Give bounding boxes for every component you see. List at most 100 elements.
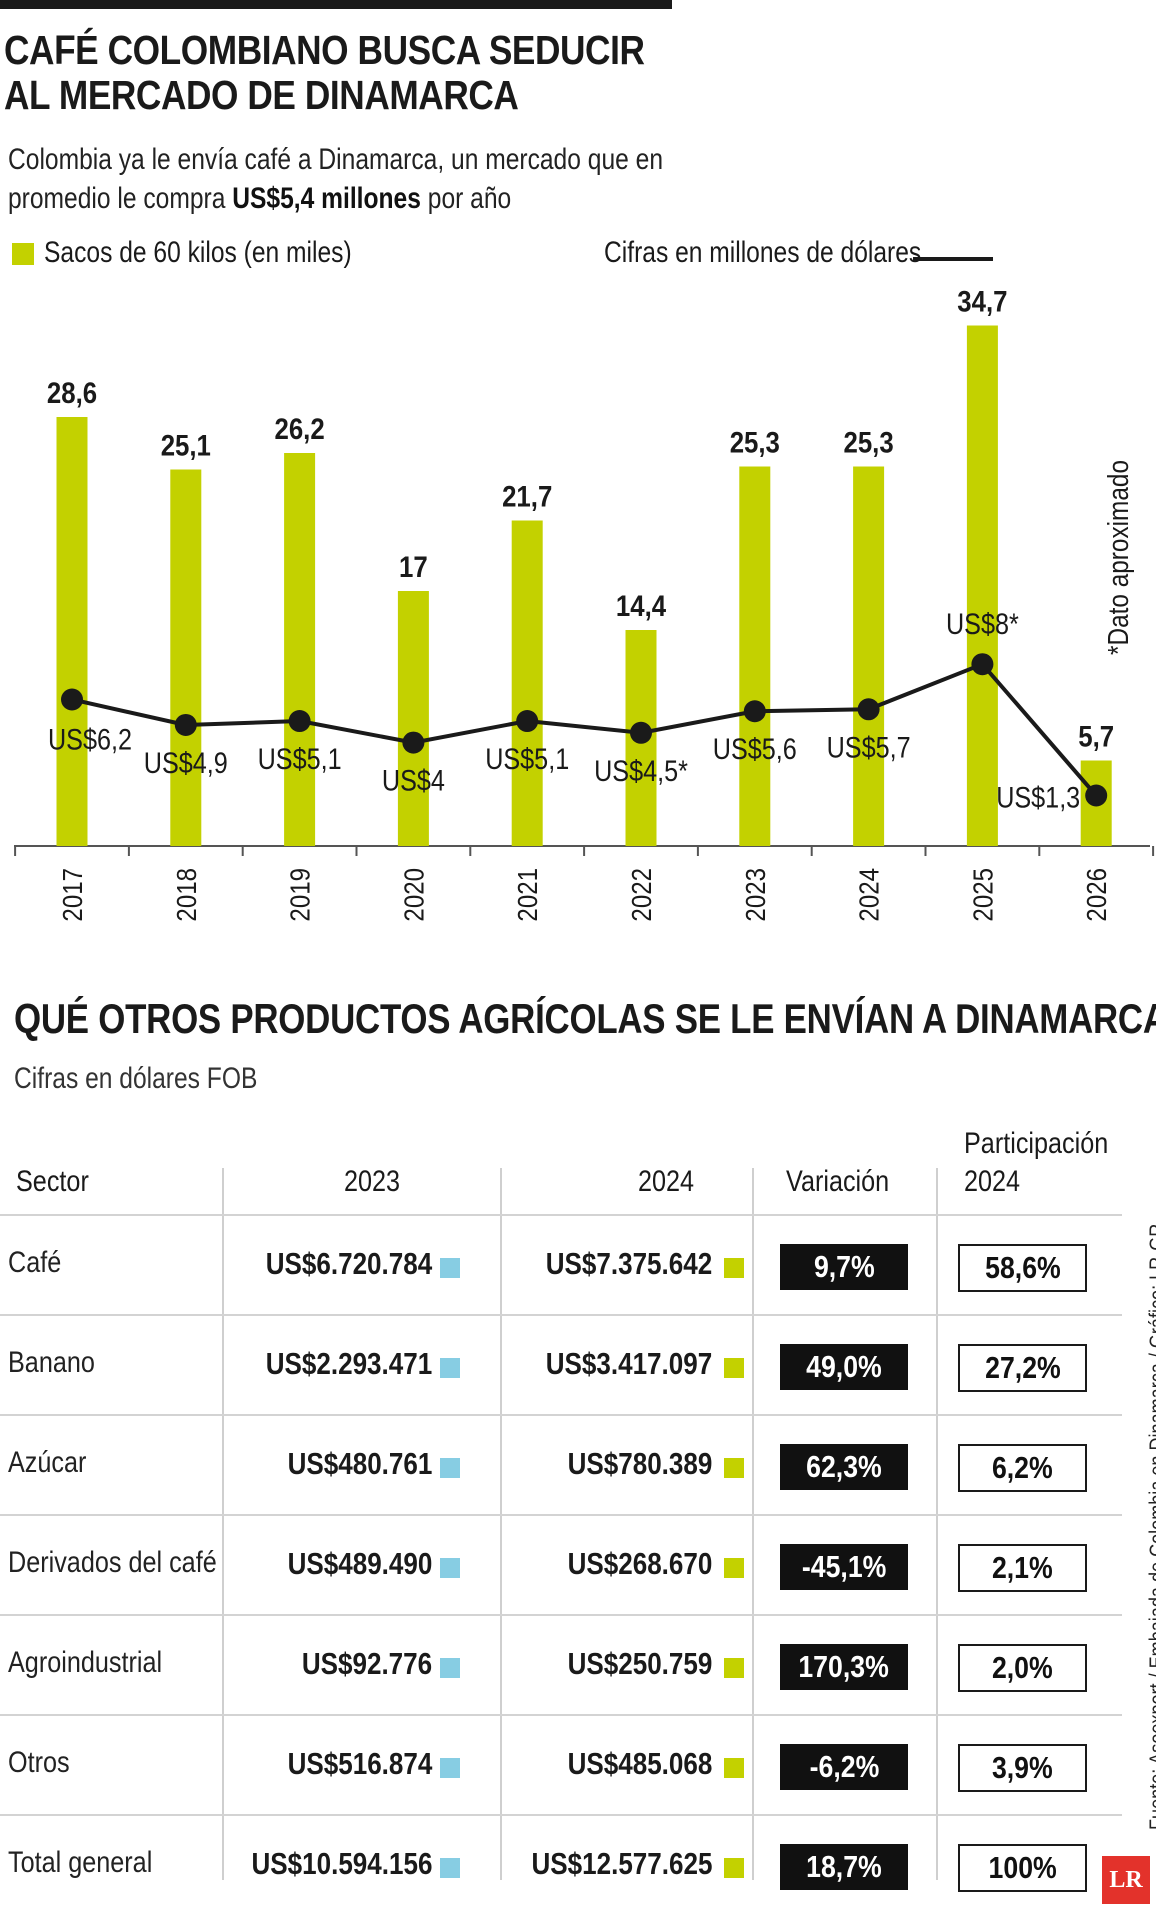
x-tick-label: 2024 (853, 868, 885, 922)
swatch-2024 (724, 1558, 744, 1578)
sector-cell: Azúcar (8, 1446, 87, 1479)
variation-badge: -6,2% (780, 1744, 908, 1790)
participation-badge: 27,2% (958, 1344, 1087, 1392)
value-2024-cell: US$12.577.625 (531, 1846, 712, 1881)
legend-bar-swatch (12, 243, 34, 265)
swatch-2023 (440, 1458, 460, 1478)
line-point-2021 (516, 710, 539, 733)
swatch-2023 (440, 1358, 460, 1378)
swatch-2023 (440, 1258, 460, 1278)
column-divider (222, 1168, 224, 1880)
line-value-label: US$1,3 (996, 780, 1080, 814)
line-point-2020 (402, 731, 425, 754)
table-row: Total general US$10.594.156 US$12.577.62… (0, 1818, 1122, 1918)
line-value-label: US$5,1 (485, 742, 569, 776)
value-2023-cell: US$6.720.784 (265, 1246, 432, 1281)
swatch-2023 (440, 1658, 460, 1678)
header-participacion: Participación (964, 1127, 1109, 1160)
lr-logo: LR (1102, 1856, 1150, 1904)
header-2024: 2024 (638, 1165, 695, 1198)
value-2024-cell: US$780.389 (567, 1446, 712, 1481)
variation-badge: 18,7% (780, 1844, 908, 1890)
swatch-2024 (724, 1358, 744, 1378)
line-value-label: US$6,2 (48, 722, 132, 756)
column-divider (936, 1168, 938, 1880)
bar-value-label: 5,7 (1078, 720, 1114, 753)
value-2023-cell: US$2.293.471 (265, 1346, 432, 1381)
participation-badge: 2,0% (958, 1644, 1087, 1692)
line-value-label: US$5,6 (713, 732, 797, 766)
sector-cell: Banano (8, 1346, 95, 1379)
bar-2025 (966, 325, 998, 846)
participation-badge: 100% (958, 1844, 1087, 1892)
bar-2019 (284, 453, 316, 846)
column-divider (752, 1168, 754, 1880)
bar-2020 (397, 591, 429, 846)
line-value-label: US$5,7 (827, 730, 911, 764)
page-subtitle: Colombia ya le envía café a Dinamarca, u… (8, 143, 664, 215)
variation-badge: 49,0% (780, 1344, 908, 1390)
row-divider (0, 1514, 1122, 1516)
value-2024-cell: US$3.417.097 (545, 1346, 712, 1381)
swatch-2024 (724, 1458, 744, 1478)
swatch-2023 (440, 1858, 460, 1878)
bar-value-label: 25,1 (161, 429, 211, 462)
top-rule (0, 0, 672, 9)
header-sector: Sector (16, 1165, 89, 1198)
value-2023-cell: US$92.776 (301, 1646, 432, 1681)
x-tick-label: 2017 (56, 868, 88, 922)
table-row: Derivados del café US$489.490 US$268.670… (0, 1518, 1122, 1618)
line-point-2019 (288, 710, 311, 733)
line-point-2024 (857, 698, 880, 721)
value-2024-cell: US$485.068 (567, 1746, 712, 1781)
line-point-2023 (743, 700, 766, 723)
line-value-label: US$8* (946, 607, 1019, 641)
value-2024-cell: US$268.670 (567, 1546, 712, 1581)
value-line (71, 661, 1098, 797)
bar-value-label: 14,4 (616, 589, 667, 622)
table-row: Café US$6.720.784 US$7.375.642 9,7% 58,6… (0, 1218, 1122, 1318)
value-2024-cell: US$7.375.642 (545, 1246, 712, 1281)
swatch-2023 (440, 1558, 460, 1578)
line-point-2022 (630, 721, 652, 744)
row-divider (0, 1614, 1122, 1616)
line-point-2026 (1085, 784, 1108, 807)
swatch-2023 (440, 1758, 460, 1778)
variation-badge: 170,3% (780, 1644, 908, 1690)
row-divider (0, 1314, 1122, 1316)
legend-line-label: Cifras en millones de dólares (604, 236, 922, 269)
row-divider (0, 1214, 1122, 1216)
table-row: Azúcar US$480.761 US$780.389 62,3% 6,2% (0, 1418, 1122, 1518)
line-point-2018 (174, 713, 197, 736)
row-divider (0, 1714, 1122, 1716)
x-tick-label: 2026 (1080, 868, 1112, 922)
bar-value-label: 25,3 (730, 426, 780, 459)
header-participacion-year: 2024 (964, 1165, 1021, 1198)
table-row: Banano US$2.293.471 US$3.417.097 49,0% 2… (0, 1318, 1122, 1418)
sector-cell: Café (8, 1246, 62, 1279)
x-tick-label: 2021 (511, 868, 543, 922)
bar-value-label: 21,7 (502, 480, 552, 513)
variation-badge: 9,7% (780, 1244, 908, 1290)
table-row: Otros US$516.874 US$485.068 -6,2% 3,9% (0, 1718, 1122, 1818)
bar-value-label: 17 (399, 550, 428, 583)
header-2023: 2023 (344, 1165, 401, 1198)
line-point-2025 (971, 653, 994, 676)
sector-cell: Total general (8, 1846, 153, 1879)
sector-cell: Agroindustrial (8, 1646, 163, 1679)
participation-badge: 58,6% (958, 1244, 1087, 1292)
line-value-label: US$4 (382, 764, 445, 798)
value-2023-cell: US$10.594.156 (251, 1846, 432, 1881)
source-credit: Fuente: Asoexport / Embajada de Colombia… (1146, 1223, 1156, 1830)
swatch-2024 (724, 1758, 744, 1778)
bar-2017 (56, 417, 88, 846)
bar-2023 (739, 466, 771, 846)
row-divider (0, 1414, 1122, 1416)
bar-value-label: 34,7 (957, 290, 1007, 318)
swatch-2024 (724, 1658, 744, 1678)
x-tick-label: 2025 (967, 868, 999, 922)
sector-cell: Otros (8, 1746, 70, 1779)
value-2024-cell: US$250.759 (567, 1646, 712, 1681)
value-2023-cell: US$489.490 (287, 1546, 432, 1581)
swatch-2024 (724, 1858, 744, 1878)
